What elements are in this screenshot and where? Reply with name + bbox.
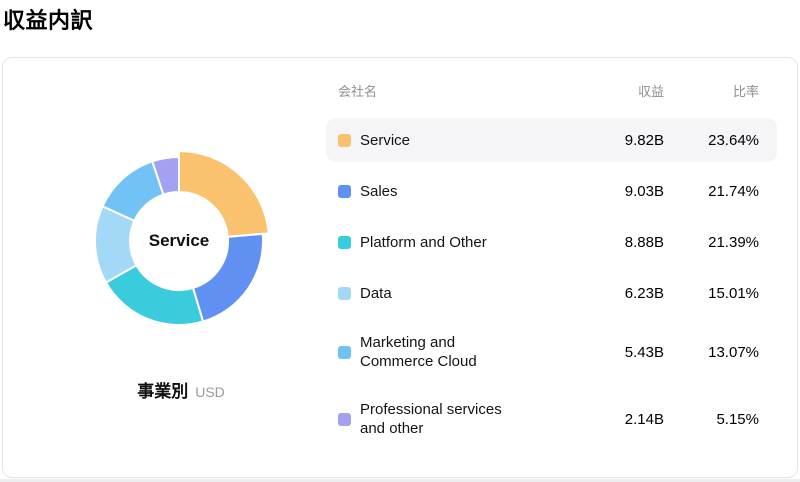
series-color-swatch [338,235,351,249]
revenue-value: 8.88B [624,233,664,251]
ratio-value: 21.39% [708,233,759,251]
ratio-value: 21.74% [708,182,759,200]
column-header-revenue: 収益 [637,84,664,99]
table-row[interactable]: Data 6.23B 15.01% [326,271,777,315]
donut-chart-svg[interactable] [79,141,279,341]
revenue-value: 6.23B [624,284,664,302]
donut-chart[interactable]: Service [79,141,279,341]
series-color-swatch [338,184,351,198]
series-label: Data [360,284,392,302]
donut-slice-professional-services-and-other[interactable] [151,155,180,196]
chart-caption-unit: USD [195,384,225,400]
ratio-value: 5.15% [716,410,759,428]
series-name-cell: Platform and Other [338,233,574,252]
series-label: Professional services and other [360,401,502,437]
series-name-cell: Sales [338,182,574,201]
table-row[interactable]: Service 9.82B 23.64% [326,118,777,162]
column-header-ratio: 比率 [732,84,759,99]
series-name-cell: Marketing and Commerce Cloud [338,333,574,371]
page-title: 収益内訳 [3,8,94,33]
revenue-value: 9.03B [624,182,664,200]
table-row[interactable]: Sales 9.03B 21.74% [326,169,777,213]
table-row[interactable]: Professional services and other 2.14B 5.15… [326,389,777,449]
chart-caption-title: 事業別 [137,382,189,401]
page-bottom-divider [0,479,800,482]
revenue-value: 2.14B [624,410,664,428]
series-label: Service [360,131,411,149]
donut-slice-service[interactable] [178,149,270,238]
table-row[interactable]: Platform and Other 8.88B 21.39% [326,220,777,264]
series-name-cell: Professional services and other [338,400,574,438]
revenue-value: 9.82B [624,131,664,149]
series-color-swatch [338,286,351,300]
breakdown-table: 会社名 収益 比率 Service 9.82B 23.64% Sales 9.03B 21… [326,84,777,456]
series-label: Platform and Other [360,233,487,251]
column-header-name: 会社名 [338,84,378,99]
ratio-value: 15.01% [708,284,759,302]
series-name-cell: Data [338,284,574,303]
ratio-value: 13.07% [708,343,759,361]
revenue-value: 5.43B [624,343,664,361]
series-label: Sales [360,182,398,200]
ratio-value: 23.64% [708,131,759,149]
series-color-swatch [338,412,351,426]
table-row[interactable]: Marketing and Commerce Cloud 5.43B 13.07% [326,322,777,382]
chart-caption: 事業別 USD [3,377,359,402]
series-label: Marketing and Commerce Cloud [360,334,477,370]
table-header-row: 会社名 収益 比率 [326,84,777,100]
series-color-swatch [338,345,351,359]
donut-slice-sales[interactable] [191,232,264,323]
series-color-swatch [338,133,351,147]
table-body: Service 9.82B 23.64% Sales 9.03B 21.74% Platfo… [326,118,777,449]
revenue-breakdown-card: Service 事業別 USD 会社名 収益 比率 Service 9.82B 23… [2,57,798,478]
series-name-cell: Service [338,131,574,150]
